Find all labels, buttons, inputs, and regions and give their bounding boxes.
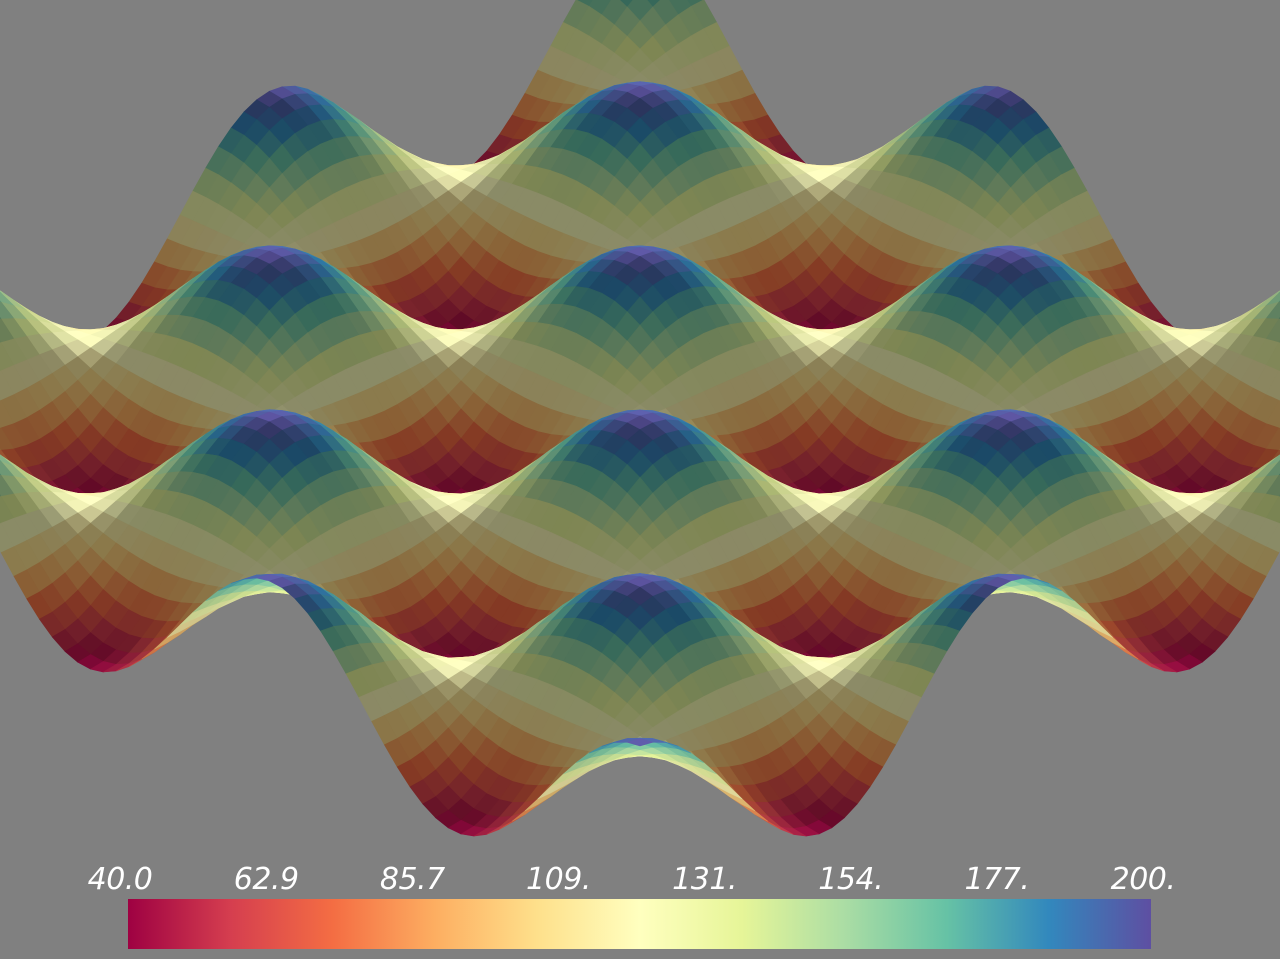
surface-plot[interactable]: [0, 0, 1280, 840]
surface-patch: [0, 291, 2, 294]
surface-patch: [0, 290, 2, 292]
